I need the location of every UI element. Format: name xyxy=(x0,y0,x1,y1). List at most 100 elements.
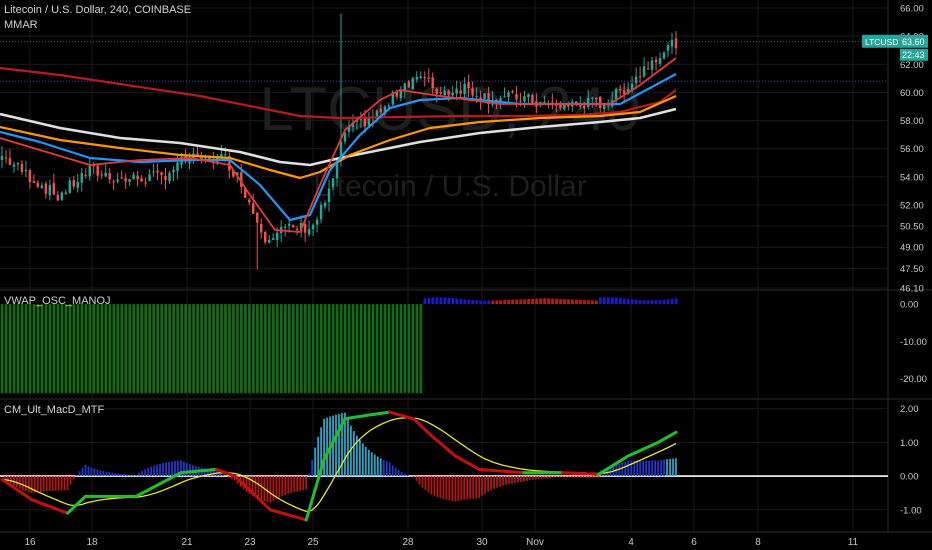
candle-body xyxy=(359,119,363,121)
candle-body xyxy=(88,164,91,177)
macd-line-segment xyxy=(671,430,678,436)
macd-histogram-bar xyxy=(171,461,173,477)
candle-body xyxy=(602,104,606,110)
candle-body xyxy=(399,90,403,99)
macd-histogram-bar xyxy=(27,476,30,493)
macd-histogram-bar xyxy=(102,470,105,477)
oscillator-bar xyxy=(252,304,255,394)
candle-body xyxy=(275,232,279,241)
oscillator-bar xyxy=(132,304,136,394)
time-axis: 16 18 21 23 25 28 30 Nov 4 6 8 11 xyxy=(24,537,858,548)
candle-body xyxy=(487,93,490,105)
oscillator-bar xyxy=(563,299,566,305)
oscillator-bar xyxy=(52,304,56,394)
macd-histogram-bar xyxy=(87,466,90,477)
oscillator-bar xyxy=(136,304,140,394)
price-tick-label: 60.00 xyxy=(900,88,924,99)
macd-histogram-bar xyxy=(341,413,343,477)
oscillator-bar xyxy=(148,304,152,394)
macd-histogram-bar xyxy=(275,476,278,500)
macd-histogram-bar xyxy=(361,443,364,477)
oscillator-bar xyxy=(375,304,379,394)
macd-histogram-bar xyxy=(660,459,662,477)
macd-histogram-bar xyxy=(663,459,665,477)
x-tick-label: 6 xyxy=(691,537,697,548)
oscillator-bar xyxy=(240,304,243,394)
ticker-badge-bg xyxy=(862,34,902,48)
macd-line-segment xyxy=(316,467,323,481)
macd-histogram-bar xyxy=(16,476,18,488)
macd-histogram-bar xyxy=(487,476,490,492)
oscillator-bar xyxy=(535,298,538,305)
macd-histogram-bar xyxy=(209,469,212,477)
oscillator-bar xyxy=(491,300,495,305)
candle-body xyxy=(20,163,24,172)
candle-body xyxy=(172,169,175,173)
oscillator-bar xyxy=(180,304,184,394)
candle-body xyxy=(200,156,203,160)
oscillator-bar xyxy=(56,304,60,394)
oscillator-bar xyxy=(443,297,447,305)
candle-body xyxy=(248,199,251,203)
oscillator-bar xyxy=(503,300,507,305)
macd-histogram-bar xyxy=(594,476,597,478)
candle-body xyxy=(451,92,454,96)
macd-histogram-bar xyxy=(332,415,334,477)
macd-histogram-bar xyxy=(278,476,281,498)
macd-histogram-bar xyxy=(499,476,501,487)
price-badge-value: 63.60 xyxy=(902,37,925,47)
candle-body xyxy=(435,88,438,94)
oscillator-bar xyxy=(263,304,267,394)
candle-body xyxy=(60,192,64,200)
macd-histogram-bar xyxy=(174,460,176,477)
oscillator-bar xyxy=(371,304,375,394)
candle-body xyxy=(531,95,534,104)
oscillator-bar xyxy=(451,298,455,305)
candle-body xyxy=(618,89,622,91)
macd-histogram-bar xyxy=(96,469,99,477)
macd-histogram-bar xyxy=(564,476,567,478)
price-pane[interactable] xyxy=(0,13,678,270)
macd-histogram-bar xyxy=(323,418,325,477)
oscillator-bar xyxy=(587,300,590,305)
macd-histogram-bar xyxy=(606,470,609,477)
candle-body xyxy=(323,202,327,207)
price-tick-label: 47.50 xyxy=(900,264,924,275)
macd-histogram-bar xyxy=(579,476,582,478)
candle-body xyxy=(519,100,522,102)
oscillator-bar xyxy=(543,298,546,305)
candle-body xyxy=(527,94,530,98)
macd-histogram-bar xyxy=(657,460,660,477)
oscillator-bar xyxy=(24,304,28,394)
oscillator-bar xyxy=(212,304,215,394)
macd-histogram-bar xyxy=(230,476,233,480)
macd-histogram-bar xyxy=(311,459,314,477)
candle-body xyxy=(583,106,586,109)
candle-body xyxy=(315,219,319,225)
macd-histogram-bar xyxy=(63,476,66,491)
candle-body xyxy=(244,187,247,198)
candle-body xyxy=(383,106,387,115)
vwap-oscillator-pane[interactable] xyxy=(0,297,678,394)
macd-pane[interactable] xyxy=(0,410,888,522)
candle-body xyxy=(80,173,83,183)
candle-body xyxy=(423,77,426,79)
price-tick-label: 49.00 xyxy=(900,243,924,254)
oscillator-bar xyxy=(642,300,646,305)
macd-histogram-bar xyxy=(600,474,603,477)
macd-histogram-bar xyxy=(454,476,457,502)
macd-histogram-bar xyxy=(84,464,87,477)
macd-histogram-bar xyxy=(51,476,54,491)
candle-body xyxy=(543,101,546,103)
candle-body xyxy=(375,110,379,118)
oscillator-bar xyxy=(403,304,407,394)
candle-body xyxy=(622,90,626,94)
oscillator-bar xyxy=(168,304,172,394)
indicator-label-vwap-osc: VWAP_OSC_MANOJ xyxy=(4,295,111,307)
macd-histogram-bar xyxy=(260,476,263,500)
macd-histogram-bar xyxy=(299,476,302,491)
macd-histogram-bar xyxy=(290,476,293,493)
macd-histogram-bar xyxy=(525,476,528,481)
macd-histogram-bar xyxy=(358,439,361,477)
